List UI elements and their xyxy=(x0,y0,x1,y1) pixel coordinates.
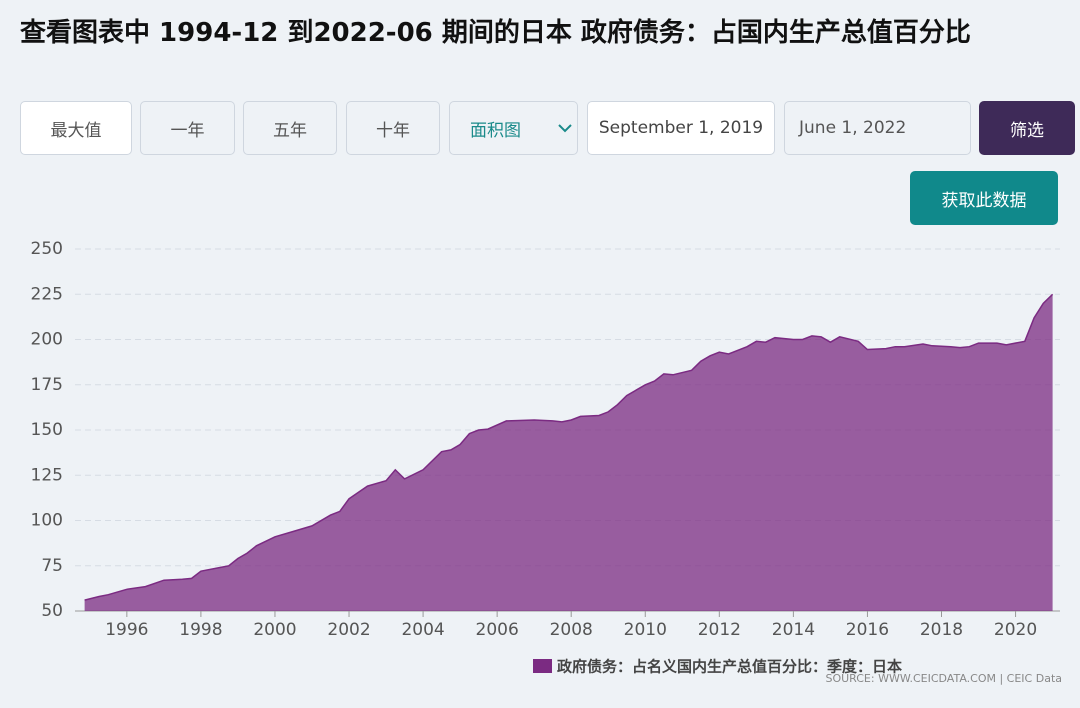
y-tick-label: 50 xyxy=(41,601,63,621)
legend-swatch xyxy=(533,659,552,673)
range-button[interactable]: 一年 xyxy=(140,101,235,155)
end-date[interactable]: June 1, 2022 xyxy=(784,101,971,155)
range-button[interactable]: 十年 xyxy=(346,101,440,155)
filter-button[interactable]: 筛选 xyxy=(979,101,1075,155)
range-button[interactable]: 五年 xyxy=(243,101,337,155)
start-date[interactable]: September 1, 2019 xyxy=(587,101,775,155)
x-tick-label: 2014 xyxy=(772,620,815,640)
x-tick-label: 2006 xyxy=(476,620,519,640)
area-fill xyxy=(84,294,1053,611)
x-tick-label: 2000 xyxy=(253,620,296,640)
x-tick-label: 2002 xyxy=(327,620,370,640)
y-tick-label: 150 xyxy=(31,420,63,440)
x-tick-label: 1998 xyxy=(179,620,222,640)
y-tick-label: 75 xyxy=(41,556,63,576)
x-tick-label: 2010 xyxy=(624,620,667,640)
get-data-button[interactable]: 获取此数据 xyxy=(910,171,1058,225)
chart-type-label: 面积图 xyxy=(470,120,521,141)
x-tick-label: 2020 xyxy=(994,620,1037,640)
x-tick-label: 2008 xyxy=(550,620,593,640)
y-tick-label: 100 xyxy=(31,511,63,531)
range-button[interactable]: 最大值 xyxy=(20,101,132,155)
page-title: 查看图表中 1994-12 到2022-06 期间的日本 政府债务：占国内生产总… xyxy=(20,18,971,48)
chevron xyxy=(558,124,572,133)
x-tick-label: 2018 xyxy=(920,620,963,640)
area-line xyxy=(84,293,1054,601)
source: SOURCE: WWW.CEICDATA.COM | CEIC Data xyxy=(825,672,1062,685)
y-tick-label: 250 xyxy=(31,239,63,259)
y-tick-label: 200 xyxy=(31,330,63,350)
x-tick-label: 2012 xyxy=(698,620,741,640)
x-tick-label: 2004 xyxy=(401,620,444,640)
x-tick-label: 1996 xyxy=(105,620,148,640)
x-tick-label: 2016 xyxy=(846,620,889,640)
y-tick-label: 175 xyxy=(31,375,63,395)
y-tick-label: 225 xyxy=(31,284,63,304)
legend-label: 政府债务：占名义国内生产总值百分比：季度：日本 xyxy=(557,658,902,676)
chart-type-select[interactable]: 面积图 xyxy=(449,101,578,155)
y-tick-label: 125 xyxy=(31,465,63,485)
